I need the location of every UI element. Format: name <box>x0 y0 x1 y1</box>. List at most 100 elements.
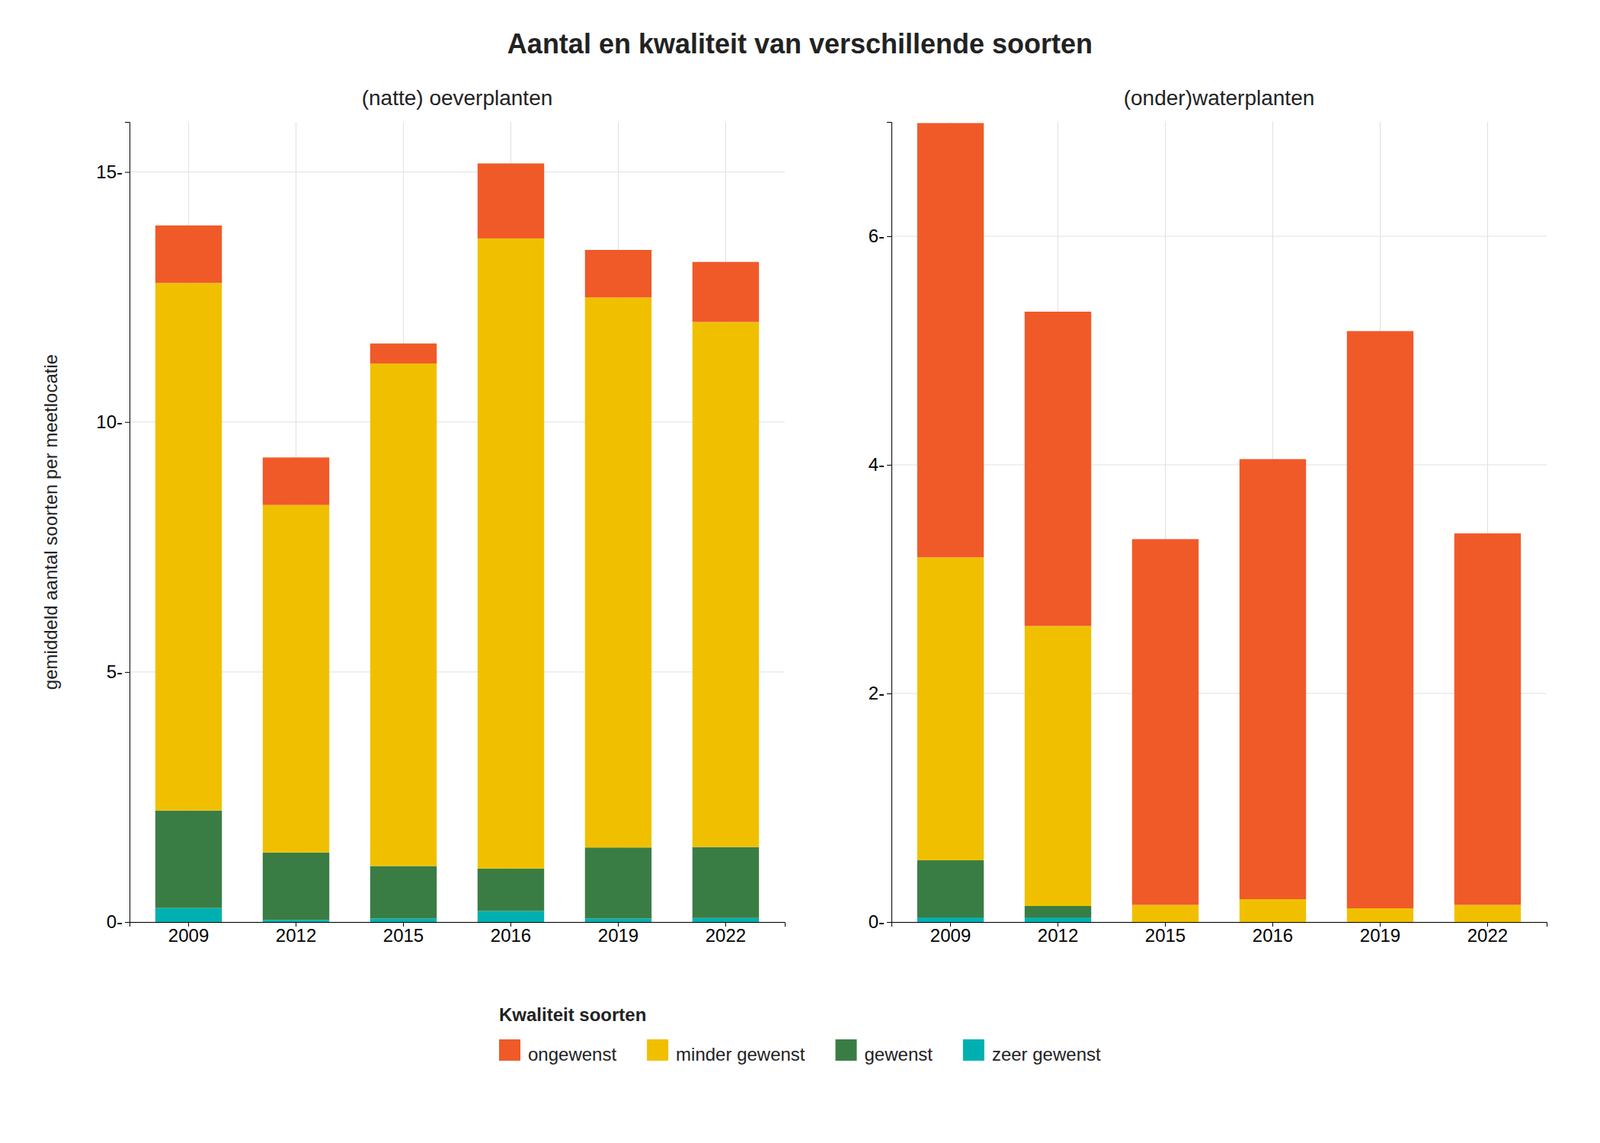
bar-segment <box>1454 905 1521 923</box>
tick-mark <box>124 422 130 423</box>
bar-segment <box>585 249 652 298</box>
grid-line <box>129 171 785 173</box>
bar-segment <box>477 238 544 869</box>
bar-segment <box>1132 539 1199 906</box>
bar-segment <box>585 297 652 848</box>
tick-label: 2015 <box>383 924 424 946</box>
bar-segment <box>1347 331 1414 909</box>
legend-label: zeer gewenst <box>992 1043 1101 1065</box>
x-axis: 2009 2012 2015 2016 2019 2022 <box>130 921 786 946</box>
tick: 2009 <box>930 921 971 946</box>
tick: 5- <box>106 661 130 682</box>
bar-segment <box>692 918 759 922</box>
tick-label: 2012 <box>275 924 317 946</box>
bar-segment <box>1347 908 1414 922</box>
bar-segment <box>370 363 437 867</box>
legend-item: gewenst <box>835 1039 934 1065</box>
bar-segment <box>155 282 222 810</box>
bars <box>155 163 759 922</box>
tick: 2016 <box>1252 921 1293 946</box>
legend-label: gewenst <box>864 1043 934 1065</box>
legend-item: ongewenst <box>499 1039 617 1065</box>
tick-mark <box>124 672 130 673</box>
tick-label: 2015 <box>1145 924 1186 946</box>
tick-label: 15- <box>96 161 123 183</box>
tick: 2019 <box>598 921 639 946</box>
legend-label: ongewenst <box>528 1043 617 1065</box>
bar-segment <box>477 163 544 238</box>
bar-segment <box>692 322 759 848</box>
legend-swatch <box>646 1039 669 1061</box>
bar-segment <box>262 457 330 505</box>
tick: 2016 <box>490 921 532 946</box>
tick-label: 2012 <box>1037 924 1079 946</box>
y-axis-title: gemiddeld aantal soorten per meetlocatie <box>40 354 61 690</box>
tick-label: 6- <box>868 225 885 247</box>
bar-segment <box>585 918 652 922</box>
axis-line <box>886 122 893 923</box>
grid-line <box>891 693 1547 695</box>
legend-title: Kwaliteit soorten <box>499 1004 647 1025</box>
bar-segment <box>262 852 330 921</box>
tick: 6- <box>868 225 892 247</box>
bars <box>917 123 1521 923</box>
bar-segment <box>692 262 759 323</box>
axis-line <box>130 922 786 928</box>
bar-segment <box>155 908 222 922</box>
legend-item: zeer gewenst <box>963 1039 1101 1065</box>
grid <box>891 121 1547 922</box>
panel: 0- 5- 10- 15- 2009 2012 2015 2016 2019 2022 (natte… <box>40 86 786 946</box>
tick-mark <box>124 921 130 923</box>
tick-label: 4- <box>868 454 885 475</box>
y-axis: 0- 2- 4- 6- <box>868 122 893 933</box>
axis-line <box>892 922 1548 928</box>
bar-segment <box>1024 905 1092 918</box>
bar-segment <box>692 847 759 919</box>
tick-label: 2009 <box>168 924 209 946</box>
tick-label: 2022 <box>1467 924 1508 946</box>
tick: 2015 <box>383 921 424 946</box>
legend-swatch <box>835 1039 858 1061</box>
tick-mark <box>886 236 892 237</box>
bar-segment <box>917 917 984 922</box>
tick-mark <box>886 921 892 923</box>
tick: 2012 <box>275 921 317 946</box>
tick-mark <box>886 693 892 695</box>
tick: 0- <box>868 911 892 932</box>
tick: 2012 <box>1037 921 1079 946</box>
grid-line <box>891 464 1547 466</box>
bar-segment <box>155 225 222 283</box>
bar-segment <box>1239 899 1306 922</box>
bar-segment <box>477 868 544 912</box>
grid-line <box>129 671 785 672</box>
bar-segment <box>155 810 222 909</box>
tick: 2022 <box>705 921 746 946</box>
y-axis: 0- 5- 10- 15- <box>96 122 130 933</box>
chart-title: Aantal en kwaliteit van verschillende so… <box>507 28 1093 60</box>
tick-label: 2- <box>868 682 885 704</box>
bar-segment <box>370 866 437 919</box>
tick-label: 5- <box>106 661 123 682</box>
panel: 0-2-4-6-200920122015201620192022(onder)w… <box>868 86 1548 946</box>
tick: 4- <box>868 454 892 475</box>
tick-label: 0- <box>106 911 123 932</box>
tick-label: 2019 <box>1360 924 1401 946</box>
bar-segment <box>1024 626 1092 907</box>
bar-segment <box>370 343 437 364</box>
tick: 2009 <box>168 921 209 946</box>
tick-label: 2009 <box>930 924 971 946</box>
tick: 2022 <box>1467 921 1508 946</box>
grid-line <box>129 421 785 423</box>
bar-segment <box>1132 905 1199 923</box>
tick: 10- <box>96 411 130 432</box>
tick-label: 2016 <box>1252 924 1293 946</box>
bar-segment <box>917 123 984 558</box>
tick: 15- <box>96 161 130 183</box>
legend-swatch <box>963 1039 985 1061</box>
chart-root: Aantal en kwaliteit van verschillende so… <box>0 0 1600 1143</box>
bar-segment <box>262 505 330 853</box>
tick: 2015 <box>1145 921 1186 946</box>
tick-mark <box>886 464 892 466</box>
subtitle: (natte) oeverplanten <box>361 86 554 110</box>
bar-segment <box>262 919 330 922</box>
